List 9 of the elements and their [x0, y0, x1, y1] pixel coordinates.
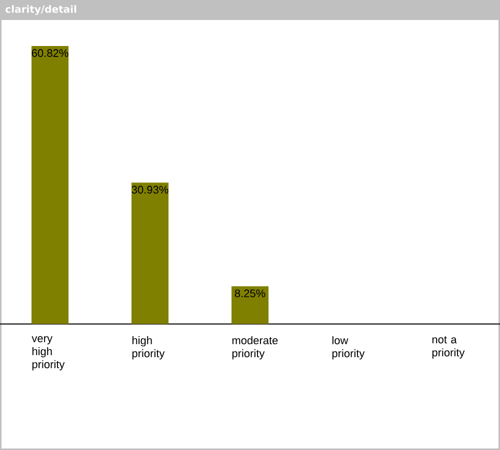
chart-title: clarity/detail [6, 5, 76, 15]
x-tick-label: high priority [132, 336, 165, 360]
x-tick-label: not a priority [432, 336, 465, 359]
data-label: 30.93% [132, 186, 168, 194]
data-label: 60.82% [32, 49, 68, 57]
x-tick-label: low priority [332, 336, 365, 360]
x-tick-label: very high priority [32, 336, 65, 370]
data-label: 8.25% [234, 289, 266, 298]
x-tick-label: moderate priority [232, 336, 278, 360]
